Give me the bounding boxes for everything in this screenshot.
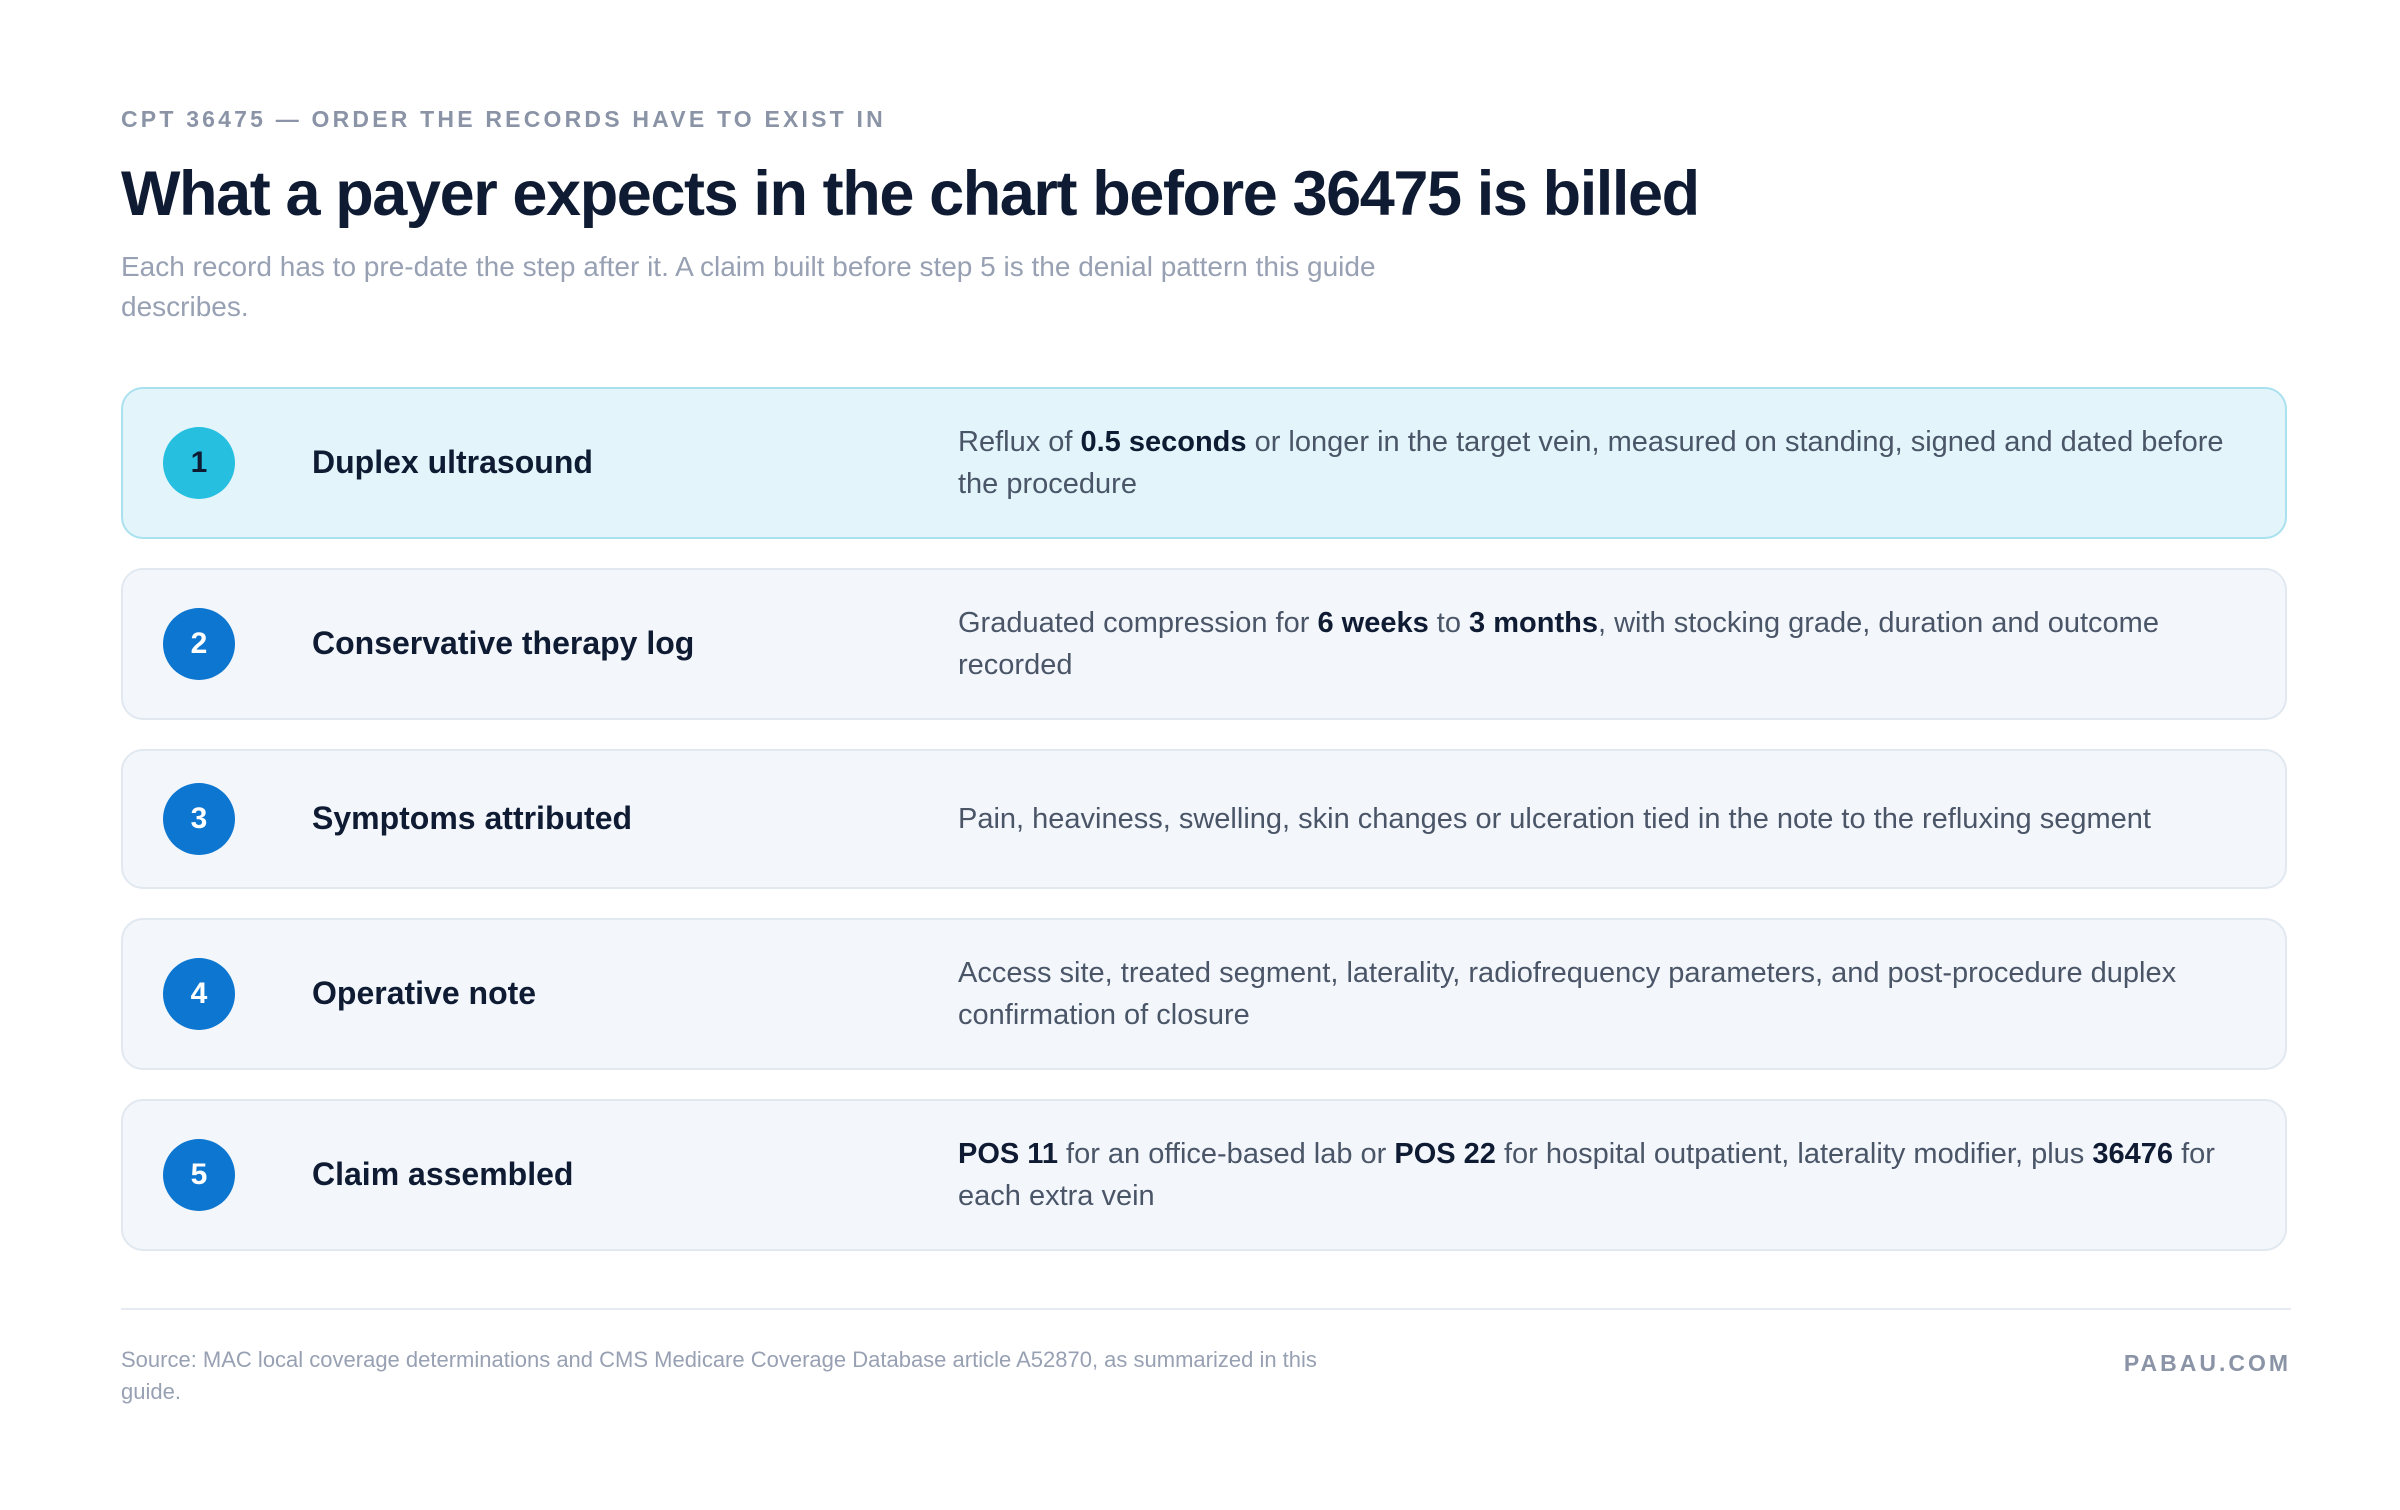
step-number-badge: 3: [163, 783, 235, 855]
page: CPT 36475 — ORDER THE RECORDS HAVE TO EX…: [121, 0, 2291, 1510]
step-number-badge: 5: [163, 1139, 235, 1211]
page-title: What a payer expects in the chart before…: [121, 159, 1700, 229]
step-description-emphasis: 0.5 seconds: [1080, 426, 1247, 458]
step-description-text: Reflux of: [958, 426, 1081, 458]
step-description: Graduated compression for 6 weeks to 3 m…: [958, 602, 2258, 686]
step-label: Duplex ultrasound: [312, 444, 593, 480]
step-description-text: for each extra vein: [958, 1138, 2215, 1212]
step-description-emphasis: POS 11: [958, 1138, 1058, 1170]
step-description-emphasis: POS 22: [1394, 1138, 1496, 1170]
step-card-operative-note: 4 Operative note Access site, treated se…: [121, 918, 2287, 1070]
step-label: Conservative therapy log: [312, 625, 695, 661]
footer-divider: [121, 1308, 2291, 1310]
step-number-badge: 1: [163, 427, 235, 499]
step-description-emphasis: 6 weeks: [1317, 607, 1429, 639]
step-card-symptoms-attributed: 3 Symptoms attributed Pain, heaviness, s…: [121, 749, 2287, 889]
step-description-text: Pain, heaviness, swelling, skin changes …: [958, 803, 2151, 835]
step-number-badge: 2: [163, 608, 235, 680]
step-description: Reflux of 0.5 seconds or longer in the t…: [958, 421, 2258, 505]
step-description-text: for hospital outpatient, laterality modi…: [1495, 1138, 2093, 1170]
eyebrow-label: CPT 36475 — ORDER THE RECORDS HAVE TO EX…: [121, 106, 886, 132]
step-card-claim-assembled: 5 Claim assembled POS 11 for an office-b…: [121, 1099, 2287, 1251]
step-label: Symptoms attributed: [312, 800, 633, 836]
step-description: Pain, heaviness, swelling, skin changes …: [958, 798, 2258, 840]
step-description: Access site, treated segment, laterality…: [958, 952, 2258, 1036]
step-description-text: for an office-based lab or: [1057, 1138, 1395, 1170]
step-description-text: to: [1428, 607, 1470, 639]
page-subtitle: Each record has to pre-date the step aft…: [121, 251, 1376, 322]
step-description-text: , with stocking grade, duration and outc…: [958, 607, 2159, 681]
brand-wordmark: PABAU.COM: [2123, 1350, 2291, 1376]
step-description-text: Access site, treated segment, laterality…: [958, 957, 2177, 1031]
step-label: Operative note: [312, 975, 537, 1011]
step-label: Claim assembled: [312, 1156, 574, 1192]
step-description: POS 11 for an office-based lab or POS 22…: [958, 1133, 2258, 1217]
step-description-emphasis: 36476: [2092, 1138, 2174, 1170]
step-card-conservative-therapy-log: 2 Conservative therapy log Graduated com…: [121, 568, 2287, 720]
step-description-text: Graduated compression for: [958, 607, 1318, 639]
step-description-emphasis: 3 months: [1469, 607, 1598, 639]
step-number-badge: 4: [163, 958, 235, 1030]
source-note: Source: MAC local coverage determination…: [121, 1347, 1317, 1404]
step-description-text: or longer in the target vein, measured o…: [958, 426, 2224, 500]
step-card-duplex-ultrasound: 1 Duplex ultrasound Reflux of 0.5 second…: [121, 387, 2287, 539]
